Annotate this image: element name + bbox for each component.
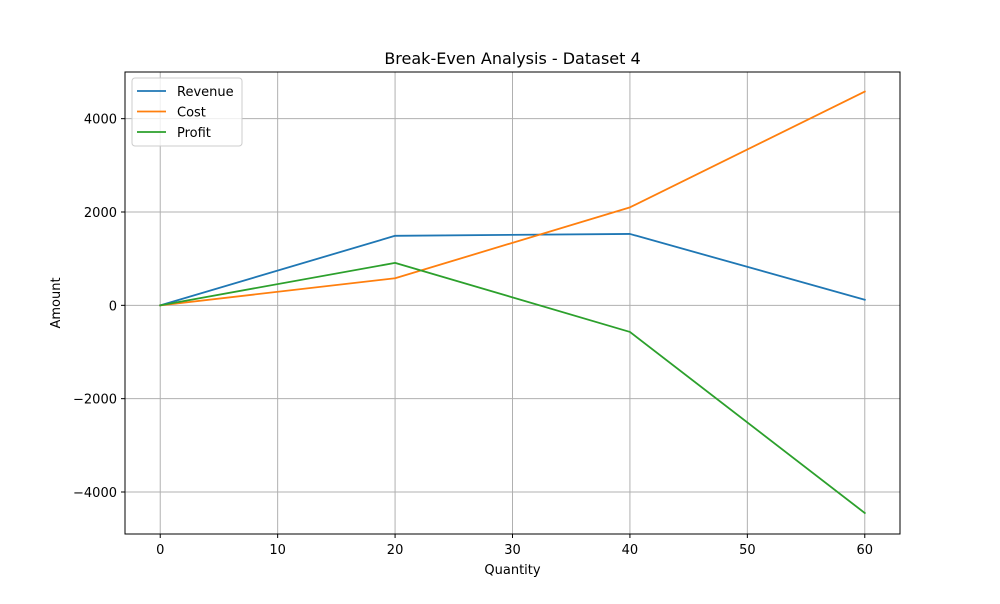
profit-legend-label: Profit [177, 126, 211, 141]
revenue-legend-label: Revenue [177, 85, 234, 100]
y-tick-label: −4000 [73, 486, 117, 501]
cost-legend-label: Cost [177, 106, 206, 121]
legend-box [131, 77, 243, 147]
y-axis-label: Amount [49, 277, 64, 328]
x-tick-label: 0 [156, 543, 164, 558]
x-tick-label: 50 [739, 543, 756, 558]
y-tick-label: 2000 [84, 206, 117, 221]
revenue-series-line [159, 233, 866, 307]
series-lines [159, 90, 867, 515]
x-tick-label: 30 [504, 543, 521, 558]
y-tick-label: 4000 [84, 113, 117, 128]
x-tick-label: 60 [856, 543, 873, 558]
y-tick-label: −2000 [73, 393, 117, 408]
x-tick-label: 20 [387, 543, 404, 558]
x-tick-label: 10 [269, 543, 286, 558]
x-tick-label: 40 [622, 543, 639, 558]
chart-title: Break-Even Analysis - Dataset 4 [384, 49, 640, 68]
x-axis-label: Quantity [484, 563, 540, 578]
axis-ticks: 0 10 20 30 40 50 60 −4000 −2000 0 2000 4000 [73, 113, 873, 558]
legend: Revenue Cost Profit [131, 77, 243, 147]
profit-series-line [159, 261, 867, 515]
cost-series-line [159, 90, 866, 307]
y-tick-label: 0 [109, 299, 117, 314]
